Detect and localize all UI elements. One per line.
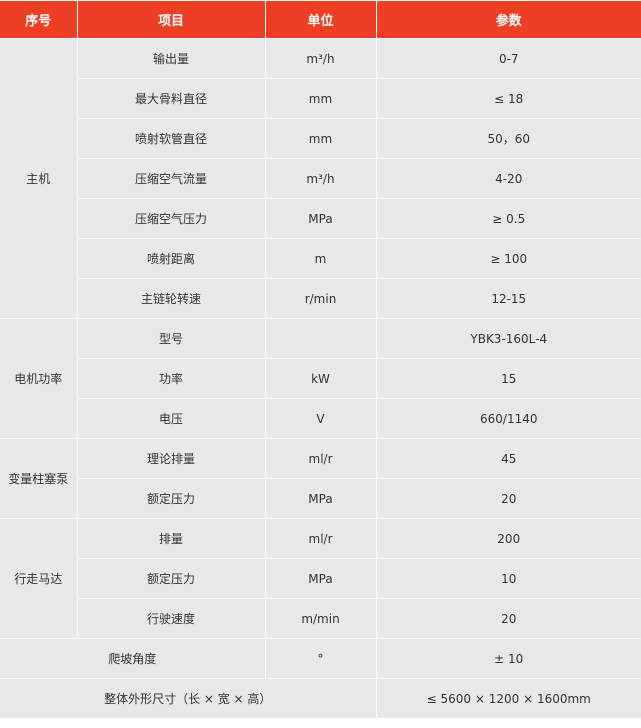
param-cell: 0-7 (375, 38, 641, 79)
unit-cell: ml/r (264, 518, 377, 559)
table-row: 喷射软管直径 mm 50，60 (0, 118, 641, 159)
param-cell: 20 (375, 598, 641, 639)
param-cell: 200 (375, 518, 641, 559)
group-label: 行走马达 (0, 518, 78, 639)
table-row: 行走马达 排量 ml/r 200 (0, 518, 641, 639)
table-row: 喷射距离 m ≥ 100 (0, 238, 641, 279)
table-row: 整体外形尺寸（长 × 宽 × 高） ≤ 5600 × 1200 × 1600mm (0, 678, 641, 719)
unit-cell: MPa (264, 198, 377, 239)
header-param: 参数 (375, 0, 641, 39)
unit-cell: ° (264, 638, 377, 679)
param-cell: ≥ 0.5 (375, 198, 641, 239)
unit-cell: MPa (264, 478, 377, 519)
param-cell: YBK3-160L-4 (375, 318, 641, 359)
param-cell: 50，60 (375, 118, 641, 159)
header-unit: 单位 (264, 0, 377, 39)
group-label: 电机功率 (0, 318, 78, 439)
param-cell: ≤ 5600 × 1200 × 1600mm (375, 678, 641, 719)
unit-cell: m (264, 238, 377, 279)
table-row: 行驶速度 m/min 20 (0, 598, 641, 639)
param-cell: ± 10 (375, 638, 641, 679)
table-row: 额定压力 MPa 20 (0, 478, 641, 519)
item-cell: 爬坡角度 (0, 638, 266, 679)
unit-cell: mm (264, 118, 377, 159)
unit-cell (264, 318, 377, 359)
table-row: 电压 V 660/1140 (0, 398, 641, 439)
unit-cell: m³/h (264, 38, 377, 79)
item-cell: 最大骨料直径 (77, 78, 266, 119)
unit-cell: mm (264, 78, 377, 119)
param-cell: ≥ 100 (375, 238, 641, 279)
unit-cell: m³/h (264, 158, 377, 199)
table-row: 主链轮转速 r/min 12-15 (0, 278, 641, 319)
table-row: 最大骨料直径 mm ≤ 18 (0, 78, 641, 119)
item-cell: 压缩空气流量 (77, 158, 266, 199)
unit-cell: MPa (264, 558, 377, 599)
param-cell: 45 (375, 438, 641, 479)
item-cell: 额定压力 (77, 558, 266, 599)
group-label: 主机 (0, 38, 78, 319)
header-no: 序号 (0, 0, 78, 39)
table-row: 额定压力 MPa 10 (0, 558, 641, 599)
item-cell: 行驶速度 (77, 598, 266, 639)
table-row: 压缩空气压力 MPa ≥ 0.5 (0, 198, 641, 239)
unit-cell: V (264, 398, 377, 439)
item-cell: 压缩空气压力 (77, 198, 266, 239)
param-cell: 12-15 (375, 278, 641, 319)
header-item: 项目 (76, 0, 266, 39)
param-cell: 15 (375, 358, 641, 399)
table-row: 爬坡角度 ° ± 10 (0, 638, 641, 679)
table-row: 电机功率 型号 YBK3-160L-4 (0, 318, 641, 439)
item-cell: 整体外形尺寸（长 × 宽 × 高） (0, 678, 377, 719)
item-cell: 喷射距离 (77, 238, 266, 279)
unit-cell: kW (264, 358, 377, 399)
item-cell: 功率 (77, 358, 266, 399)
param-cell: 20 (375, 478, 641, 519)
item-cell: 额定压力 (77, 478, 266, 519)
item-cell: 主链轮转速 (77, 278, 266, 319)
table-row: 压缩空气流量 m³/h 4-20 (0, 158, 641, 199)
item-cell: 喷射软管直径 (77, 118, 266, 159)
header-row: 序号 项目 单位 参数 (0, 0, 641, 39)
item-cell: 理论排量 (76, 438, 266, 479)
table-row: 主机 输出量 m³/h 0-7 (0, 38, 641, 319)
param-cell: 4-20 (375, 158, 641, 199)
table-row: 功率 kW 15 (0, 358, 641, 399)
unit-cell: m/min (264, 598, 377, 639)
item-cell: 型号 (76, 318, 266, 359)
item-cell: 电压 (77, 398, 266, 439)
item-cell: 排量 (76, 518, 266, 559)
group-label: 变量柱塞泵 (0, 438, 78, 519)
param-cell: 660/1140 (375, 398, 641, 439)
table-row: 变量柱塞泵 理论排量 ml/r 45 (0, 438, 641, 519)
item-cell: 输出量 (76, 38, 266, 79)
param-cell: 10 (375, 558, 641, 599)
unit-cell: ml/r (264, 438, 377, 479)
unit-cell: r/min (264, 278, 377, 319)
param-cell: ≤ 18 (375, 78, 641, 119)
